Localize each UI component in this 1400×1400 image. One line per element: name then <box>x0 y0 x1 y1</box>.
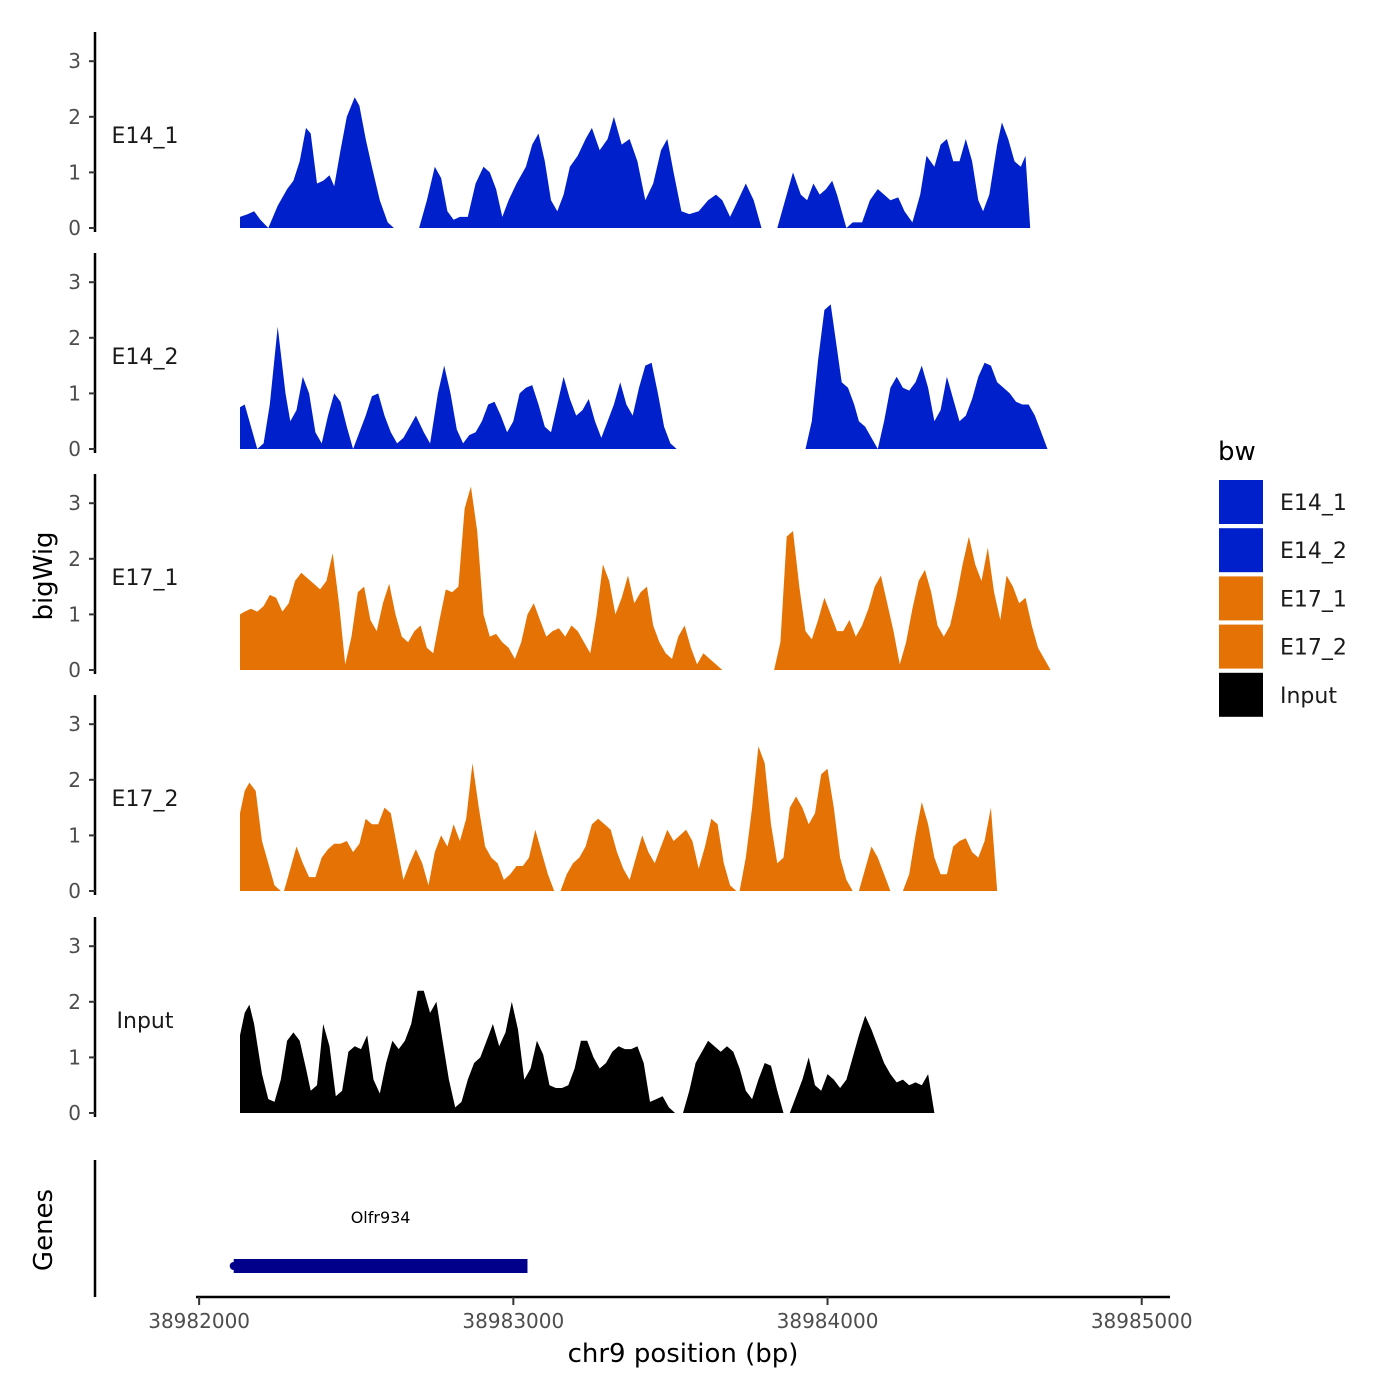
legend-title: bw <box>1218 437 1256 467</box>
area-segment <box>560 818 737 891</box>
x-axis-title: chr9 position (bp) <box>568 1339 799 1369</box>
y-tick-label: 2 <box>68 990 81 1014</box>
area-segment <box>284 763 555 891</box>
area-segment <box>789 1015 935 1113</box>
area-segment <box>777 122 1031 228</box>
gene-label: Olfr934 <box>351 1208 411 1227</box>
gene-end-cap <box>229 1262 238 1270</box>
y-tick-label: 0 <box>68 437 81 461</box>
legend-label: E17_2 <box>1280 636 1347 661</box>
genes-panel: Genes Olfr934 <box>29 1160 528 1297</box>
legend-item: E17_2 <box>1219 624 1347 669</box>
x-tick-label: 38983000 <box>462 1309 564 1333</box>
legend-item: Input <box>1219 672 1337 717</box>
y-tick-label: 1 <box>68 602 81 626</box>
x-tick-label: 38984000 <box>777 1309 879 1333</box>
legend-swatch <box>1219 528 1263 573</box>
area-segment <box>419 116 762 228</box>
y-tick-label: 0 <box>68 658 81 682</box>
gene-bar <box>233 1259 528 1273</box>
y-tick-label: 2 <box>68 547 81 571</box>
legend-label: Input <box>1280 684 1337 709</box>
area-segment <box>240 97 394 228</box>
y-tick-label: 3 <box>68 270 81 294</box>
track-e17-2: 0 1 2 3 E17_2 <box>68 695 998 903</box>
track-label: E17_1 <box>112 566 179 591</box>
legend-item: E14_1 <box>1219 480 1347 524</box>
gene-marks: Olfr934 <box>229 1208 528 1273</box>
y-tick-label: 3 <box>68 49 81 73</box>
legend-label: E17_1 <box>1280 587 1347 612</box>
area-segment <box>240 326 677 449</box>
legend-swatch <box>1219 576 1263 621</box>
y-tick-label: 0 <box>68 216 81 240</box>
y-axis-title: bigWig <box>29 531 59 620</box>
x-tick-label: 38985000 <box>1091 1309 1193 1333</box>
y-tick-label: 2 <box>68 105 81 129</box>
y-tick-label: 3 <box>68 934 81 958</box>
x-axis: 38982000 38983000 38984000 38985000 chr9 po… <box>148 1295 1193 1369</box>
legend-label: E14_1 <box>1280 491 1347 516</box>
track-input: 0 1 2 3 Input <box>68 917 935 1125</box>
track-e14-2: 0 1 2 3 E14_2 <box>68 253 1048 461</box>
area-segment <box>805 304 1048 449</box>
legend-label: E14_2 <box>1280 539 1347 564</box>
area-segment <box>858 846 891 891</box>
y-tick-label: 1 <box>68 1045 81 1069</box>
y-tick-label: 0 <box>68 1101 81 1125</box>
area-segment <box>240 486 723 670</box>
legend-swatch <box>1219 480 1263 524</box>
y-tick-label: 1 <box>68 381 81 405</box>
track-label: E14_1 <box>112 124 179 149</box>
area-segment <box>774 531 1051 670</box>
x-tick-label: 38982000 <box>148 1309 250 1333</box>
legend: bw E14_1 E14_2 E17_1 E17_2 Input <box>1218 437 1347 717</box>
area-segment <box>240 990 676 1113</box>
y-tick-label: 3 <box>68 491 81 515</box>
legend-item: E14_2 <box>1219 528 1347 573</box>
x-ticks: 38982000 38983000 38984000 38985000 <box>148 1297 1193 1333</box>
tracks: 0 1 2 3 E14_1 0 1 2 3 E14_2 0 1 2 3 E17_1 0 1 2 3 E17_2 0 1 2 3… <box>68 32 1051 1125</box>
track-label: Input <box>117 1009 174 1034</box>
track-label: E17_2 <box>112 787 179 812</box>
y-tick-label: 3 <box>68 712 81 736</box>
legend-swatch <box>1219 672 1263 717</box>
track-e17-1: 0 1 2 3 E17_1 <box>68 474 1051 682</box>
y-tick-label: 2 <box>68 326 81 350</box>
legend-swatch <box>1219 624 1263 669</box>
y-tick-label: 1 <box>68 160 81 184</box>
area-segment <box>739 746 853 891</box>
legend-item: E17_1 <box>1219 576 1347 621</box>
y-tick-label: 1 <box>68 823 81 847</box>
legend-items: E14_1 E14_2 E17_1 E17_2 Input <box>1219 480 1347 717</box>
y-tick-label: 2 <box>68 768 81 792</box>
track-label: E14_2 <box>112 345 179 370</box>
area-segment <box>902 802 998 891</box>
area-segment <box>240 782 281 891</box>
genes-axis-label: Genes <box>29 1189 59 1271</box>
y-tick-label: 0 <box>68 879 81 903</box>
area-segment <box>683 1040 784 1113</box>
track-e14-1: 0 1 2 3 E14_1 <box>68 32 1031 240</box>
